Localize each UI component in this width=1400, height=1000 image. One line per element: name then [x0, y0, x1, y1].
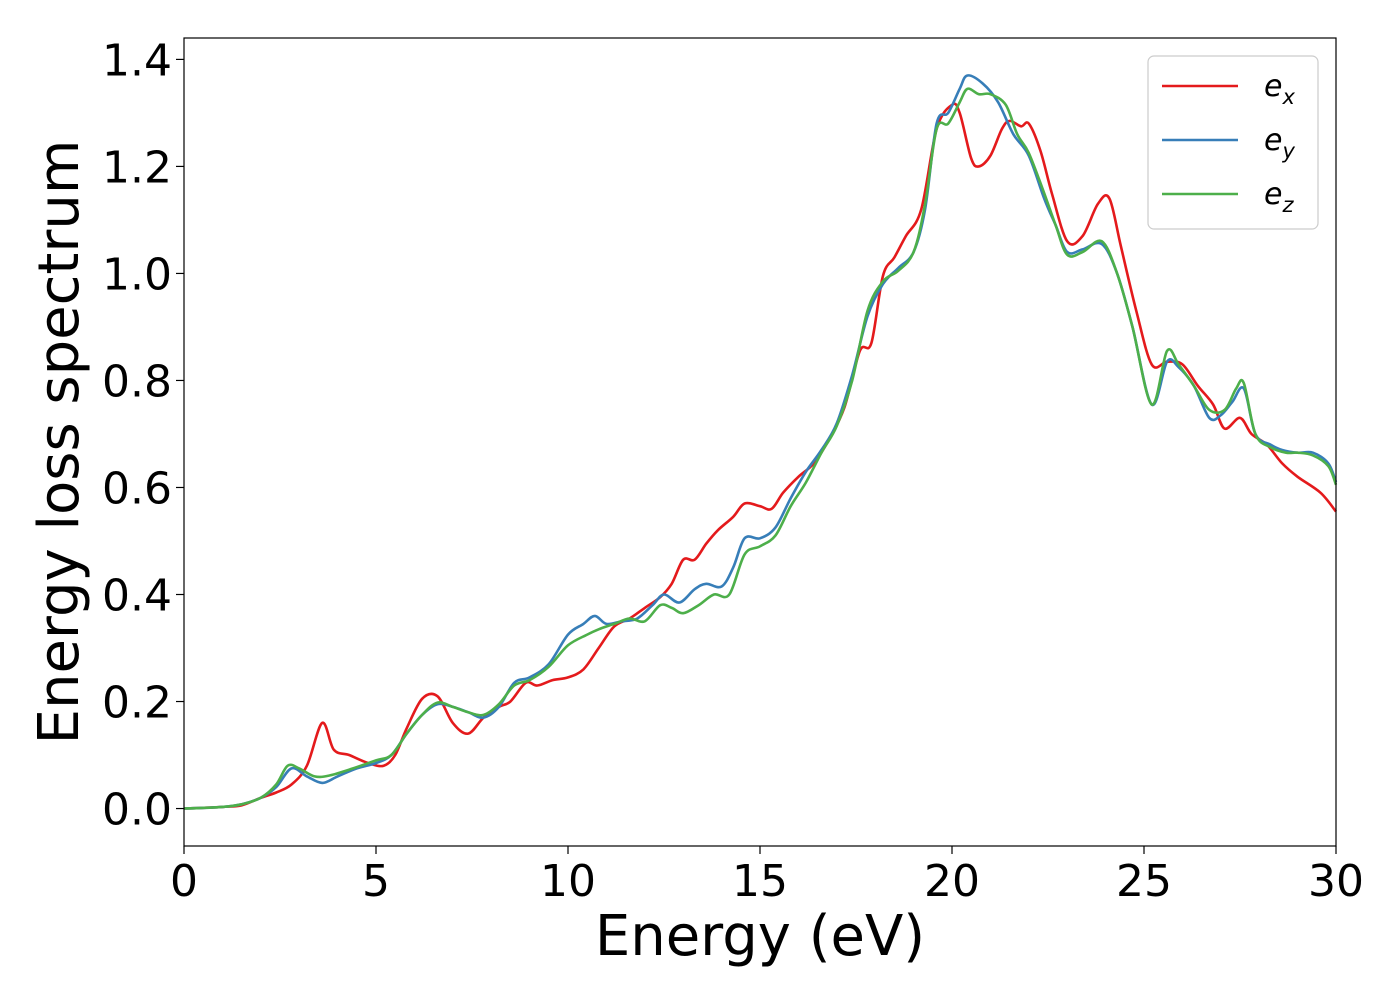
legend-label-subscript: y — [1281, 139, 1295, 163]
y-tick-label: 1.2 — [102, 142, 172, 193]
legend-label-base: e — [1264, 123, 1282, 158]
legend-box — [1147, 55, 1319, 230]
y-tick-label: 0.8 — [102, 356, 172, 407]
y-tick-label: 0.4 — [102, 571, 172, 622]
y-tick-label: 1.0 — [102, 249, 172, 300]
y-axis-title: Energy loss spectrum — [27, 140, 92, 745]
plot-lines — [183, 74, 1338, 810]
x-axis-title: Energy (eV) — [595, 904, 925, 969]
y-tick-label: 0.0 — [102, 785, 172, 836]
series-line-z — [183, 87, 1338, 810]
series-line-x — [183, 102, 1338, 810]
y-tick-label: 0.6 — [102, 463, 172, 514]
legend-label-y: ey — [1264, 123, 1295, 163]
x-tick-label: 25 — [1116, 856, 1172, 907]
legend-label-base: e — [1264, 177, 1282, 212]
y-tick-label: 1.4 — [102, 35, 172, 86]
legend-label-base: e — [1264, 69, 1282, 104]
legend-label-subscript: x — [1281, 85, 1295, 109]
y-tick-label: 0.2 — [102, 678, 172, 729]
legend-label-z: ez — [1264, 177, 1294, 217]
x-tick-label: 10 — [540, 856, 596, 907]
x-tick-label: 15 — [732, 856, 788, 907]
x-tick-label: 0 — [170, 856, 198, 907]
legend-label-subscript: z — [1281, 193, 1294, 217]
x-tick-label: 20 — [924, 856, 980, 907]
x-tick-label: 30 — [1308, 856, 1364, 907]
legend-label-x: ex — [1264, 69, 1295, 109]
x-tick-label: 5 — [362, 856, 390, 907]
x-axis-ticks: 0 5 10 15 20 25 30 — [170, 846, 1364, 907]
y-axis-ticks: 0.0 0.2 0.4 0.6 0.8 1.0 1.2 1.4 — [102, 35, 184, 836]
